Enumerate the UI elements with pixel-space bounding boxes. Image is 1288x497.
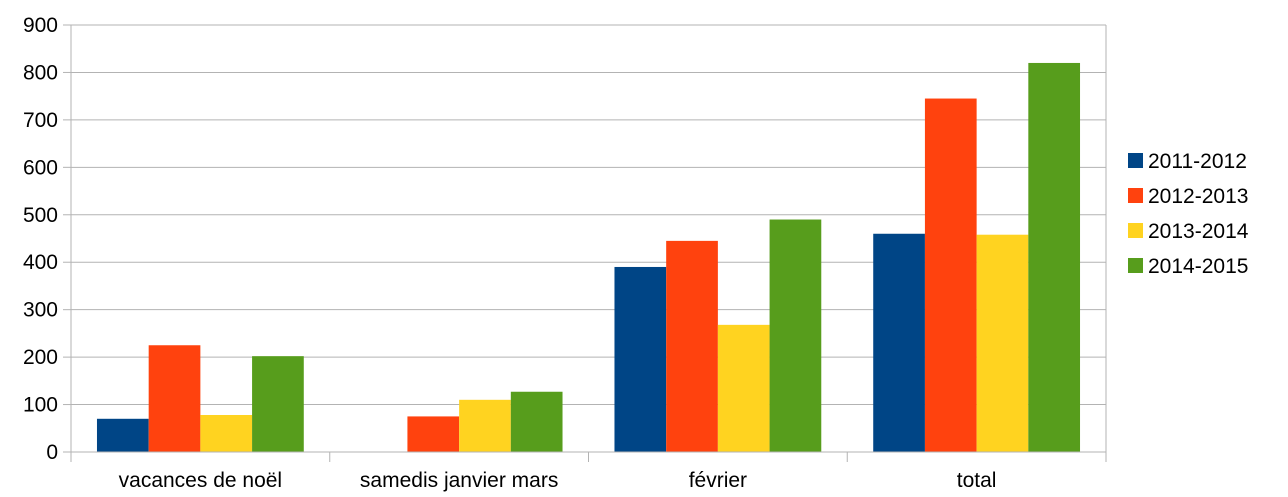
- x-tick-label: samedis janvier mars: [360, 469, 558, 492]
- legend-swatch: [1128, 258, 1143, 273]
- y-tick-label: 700: [23, 109, 58, 132]
- legend: 2011-2012 2012-2013 2013-2014 2014-2015: [1128, 150, 1249, 278]
- legend-label: 2013-2014: [1148, 220, 1249, 243]
- bar-2011-2012-3: [873, 233, 925, 452]
- y-tick-label: 0: [46, 441, 58, 464]
- legend-swatch: [1128, 223, 1143, 238]
- x-tick-label: février: [689, 469, 747, 492]
- bar-2012-2013-0: [148, 345, 201, 452]
- bar-2013-2014-1: [459, 399, 511, 452]
- y-tick-label: 900: [23, 14, 58, 37]
- legend-label: 2012-2013: [1148, 185, 1248, 208]
- y-tick-label: 300: [23, 299, 58, 322]
- x-axis-tick-labels: vacances de noël samedis janvier mars févr…: [119, 469, 997, 492]
- bar-2014-2015-1: [510, 391, 563, 452]
- legend-item: 2014-2015: [1128, 255, 1248, 278]
- legend-item: 2011-2012: [1128, 150, 1247, 173]
- axes: [63, 24, 1107, 462]
- x-tick-label: total: [957, 469, 997, 492]
- legend-item: 2013-2014: [1128, 220, 1249, 243]
- x-tick-label: vacances de noël: [119, 469, 282, 492]
- bar-2013-2014-3: [976, 234, 1029, 452]
- bars: [96, 62, 1081, 453]
- bar-2011-2012-2: [614, 266, 667, 452]
- legend-label: 2011-2012: [1148, 150, 1247, 173]
- bar-2012-2013-1: [407, 416, 460, 452]
- y-tick-label: 800: [23, 61, 58, 84]
- y-tick-label: 200: [23, 346, 58, 369]
- bar-2012-2013-3: [924, 98, 977, 453]
- bar-2011-2012-0: [96, 418, 149, 452]
- legend-label: 2014-2015: [1148, 255, 1248, 278]
- bar-2014-2015-3: [1028, 62, 1081, 452]
- y-tick-label: 500: [23, 204, 58, 227]
- y-tick-label: 600: [23, 156, 58, 179]
- bar-2013-2014-0: [200, 414, 253, 452]
- bar-2014-2015-2: [769, 219, 822, 452]
- y-tick-label: 400: [23, 251, 58, 274]
- legend-swatch: [1128, 153, 1143, 168]
- y-axis-tick-labels: 0 100 200 300 400 500 600 700 800 900: [23, 14, 58, 464]
- bar-2013-2014-2: [717, 324, 770, 452]
- legend-item: 2012-2013: [1128, 185, 1248, 208]
- bar-2012-2013-2: [666, 240, 718, 452]
- legend-swatch: [1128, 188, 1143, 203]
- y-tick-label: 100: [23, 394, 58, 417]
- bar-2014-2015-0: [252, 356, 304, 452]
